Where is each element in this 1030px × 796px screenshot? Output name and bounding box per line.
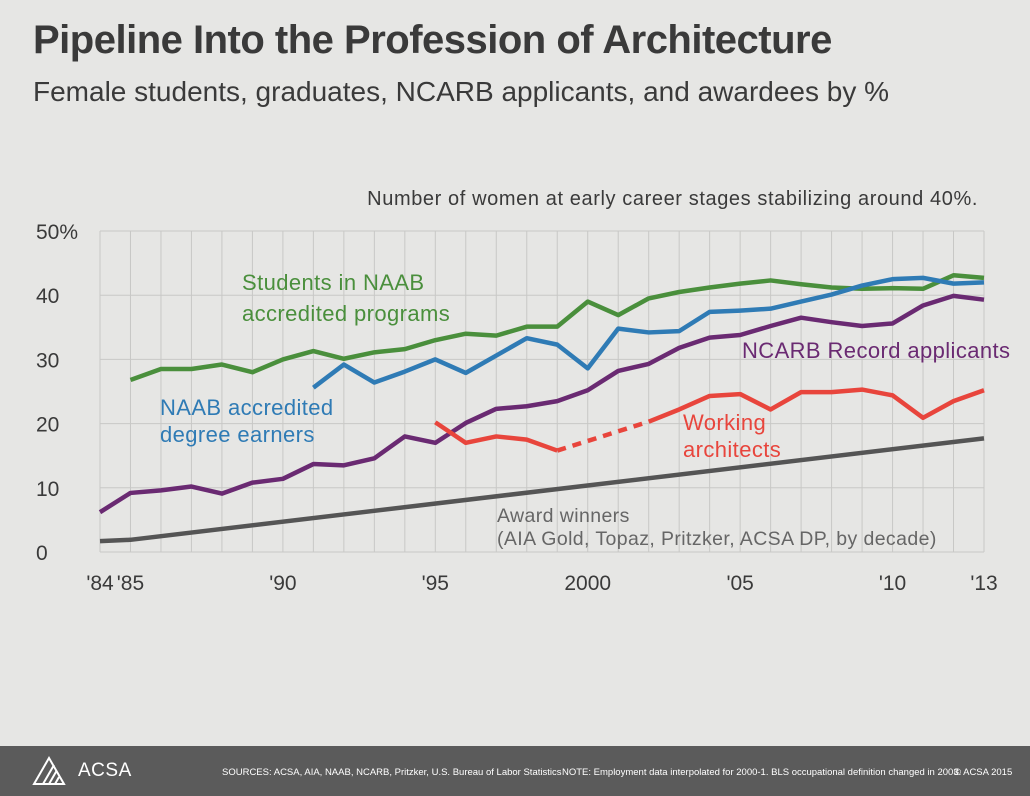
series-label: Award winners — [497, 505, 630, 527]
axes: 50% 40 30 20 10 0 '84'85 '90 '95 2000 '05 '10 '13 — [36, 221, 998, 595]
series-label: accredited programs — [242, 301, 450, 326]
x-tick-label: '95 — [422, 572, 449, 595]
y-tick-label: 10 — [36, 478, 59, 501]
series-label: (AIA Gold, Topaz, Pritzker, ACSA DP, by … — [497, 528, 937, 550]
chart-subtitle: Female students, graduates, NCARB applic… — [33, 76, 890, 107]
series-line — [647, 387, 985, 424]
series-labels: Students in NAAB accredited programs NAAB … — [160, 270, 1010, 550]
series-line — [129, 273, 985, 383]
x-tick-label: 2000 — [564, 572, 611, 595]
x-tick-label: '85 — [117, 572, 144, 595]
series-label: Working — [683, 410, 766, 435]
x-tick-label: '05 — [726, 572, 753, 595]
series-label: degree earners — [160, 422, 315, 447]
chart-annotation: Number of women at early career stages s… — [367, 188, 978, 210]
x-tick-label: '84 — [86, 572, 114, 595]
gridlines — [99, 230, 985, 553]
acsa-logo-text: ACSA — [78, 760, 132, 781]
y-tick-label: 30 — [36, 349, 59, 372]
chart-title: Pipeline Into the Profession of Architec… — [33, 18, 832, 62]
y-tick-label: 50% — [36, 221, 78, 244]
series-line — [312, 275, 985, 390]
x-tick-label: '90 — [269, 572, 296, 595]
series-line-interpolated — [556, 419, 650, 453]
series-label: NAAB accredited — [160, 395, 334, 420]
footer-note: NOTE: Employment data interpolated for 2… — [562, 767, 962, 778]
series-label: architects — [683, 437, 781, 462]
series-lines — [98, 273, 985, 544]
x-tick-label: '13 — [970, 572, 997, 595]
series-line — [98, 293, 985, 515]
footer-copyright: © ACSA 2015 — [954, 767, 1013, 778]
y-tick-label: 20 — [36, 414, 59, 437]
footer-bar: ACSA SOURCES: ACSA, AIA, NAAB, NCARB, Pr… — [0, 746, 1030, 796]
series-label: NCARB Record applicants — [742, 338, 1010, 363]
y-tick-label: 0 — [36, 542, 48, 565]
series-line — [99, 436, 985, 544]
acsa-logo-icon — [32, 756, 66, 785]
series-label: Students in NAAB — [242, 270, 425, 295]
line-chart: 50% 40 30 20 10 0 '84'85 '90 '95 2000 '05 '10 '13 St… — [36, 188, 1010, 595]
series-line — [434, 420, 558, 453]
footer-sources: SOURCES: ACSA, AIA, NAAB, NCARB, Pritzke… — [222, 767, 562, 778]
x-tick-label: '10 — [879, 572, 906, 595]
y-tick-label: 40 — [36, 285, 59, 308]
